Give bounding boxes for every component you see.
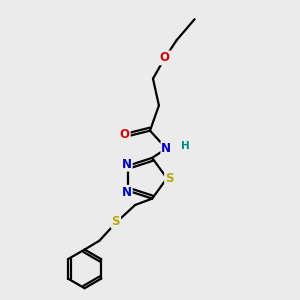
Text: N: N <box>122 186 132 199</box>
Text: S: S <box>165 172 174 185</box>
Text: O: O <box>160 51 170 64</box>
Text: O: O <box>120 128 130 141</box>
Text: H: H <box>181 140 190 151</box>
Text: S: S <box>112 215 120 228</box>
Text: N: N <box>161 142 171 155</box>
Text: N: N <box>122 158 132 171</box>
